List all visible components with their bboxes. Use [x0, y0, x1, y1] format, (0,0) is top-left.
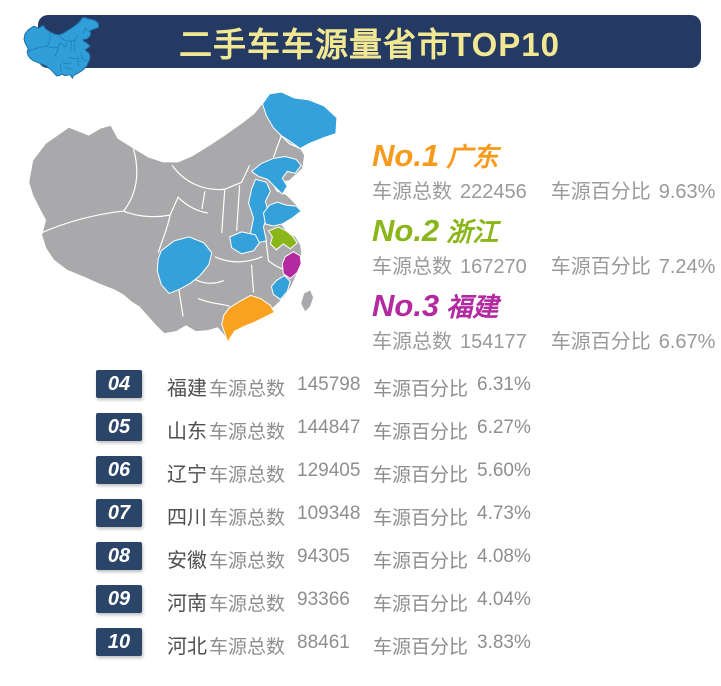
total-label: 车源总数: [209, 379, 286, 400]
province-name: 河北: [167, 636, 207, 658]
rank-badge: 09: [96, 585, 142, 613]
pct-value: 6.27%: [477, 417, 531, 438]
rank-label: No.2: [372, 213, 440, 248]
total-value: 145798: [297, 374, 361, 395]
total-label: 车源总数: [372, 256, 452, 278]
pct-label: 车源百分比: [550, 256, 651, 278]
rank-badge: 08: [96, 542, 142, 570]
province-name: 安徽: [167, 550, 207, 572]
pct-value: 4.08%: [477, 546, 531, 567]
top3-entry: No.2 浙江 车源总数 167270 车源百分比 7.24%: [372, 214, 717, 280]
total-label: 车源总数: [209, 637, 286, 658]
total-label: 车源总数: [209, 422, 286, 443]
pct-value: 6.67%: [658, 331, 716, 353]
pct-label: 车源百分比: [373, 594, 469, 615]
province-name: 浙江: [446, 217, 499, 247]
total-label: 车源总数: [209, 508, 286, 529]
ranking-row: 10 河北 车源总数 88461 车源百分比 3.83%: [96, 628, 656, 658]
ranking-row: 08 安徽 车源总数 94305 车源百分比 4.08%: [96, 542, 656, 572]
province-name: 福建: [167, 378, 207, 400]
total-label: 车源总数: [209, 465, 286, 486]
pct-value: 5.60%: [477, 460, 531, 481]
total-value: 94305: [297, 546, 350, 567]
total-label: 车源总数: [209, 551, 286, 572]
map-region-guangdong: [221, 294, 276, 344]
ranking-row: 07 四川 车源总数 109348 车源百分比 4.73%: [96, 499, 656, 529]
pct-value: 4.04%: [477, 589, 531, 610]
pct-label: 车源百分比: [550, 331, 651, 353]
province-name: 福建: [446, 292, 499, 322]
total-value: 88461: [297, 632, 350, 653]
top3-list: No.1 广东 车源总数 222456 车源百分比 9.63% No.2 浙江 车源总数 1…: [372, 139, 717, 364]
rank-badge: 05: [96, 413, 142, 441]
total-label: 车源总数: [209, 594, 286, 615]
china-map: [29, 91, 338, 344]
total-value: 109348: [297, 503, 361, 524]
rank-badge: 07: [96, 499, 142, 527]
map-region-henan: [229, 231, 261, 255]
pct-value: 3.83%: [477, 632, 531, 653]
ranking-list: 04 福建 车源总数 145798 车源百分比 6.31% 05 山东 车源总数…: [96, 370, 656, 671]
total-value: 93366: [297, 589, 350, 610]
pct-label: 车源百分比: [373, 508, 469, 529]
header-banner: 二手车车源量省市TOP10: [38, 15, 701, 68]
pct-value: 9.63%: [658, 181, 716, 203]
total-value: 144847: [297, 417, 361, 438]
page-title: 二手车车源量省市TOP10: [179, 25, 560, 63]
top3-detail: 车源总数 222456 车源百分比 9.63%: [372, 179, 717, 205]
pct-label: 车源百分比: [373, 637, 469, 658]
pct-value: 7.24%: [658, 256, 716, 278]
map-region-sichuan: [156, 236, 213, 295]
province-name: 辽宁: [167, 464, 207, 486]
pct-label: 车源百分比: [373, 551, 469, 572]
top3-entry: No.3 福建 车源总数 154177 车源百分比 6.67%: [372, 289, 717, 355]
pct-value: 4.73%: [477, 503, 531, 524]
ranking-row: 04 福建 车源总数 145798 车源百分比 6.31%: [96, 370, 656, 400]
rank-label: No.1: [372, 138, 440, 173]
province-name: 河南: [167, 593, 207, 615]
total-label: 车源总数: [372, 181, 452, 203]
ranking-row: 09 河南 车源总数 93366 车源百分比 4.04%: [96, 585, 656, 615]
top3-title: No.3 福建: [372, 289, 717, 329]
map-region-shandong: [262, 201, 302, 227]
province-name: 山东: [167, 421, 207, 443]
map-region-hebei: [248, 178, 271, 244]
pct-label: 车源百分比: [550, 181, 651, 203]
map-region-fujian: [270, 274, 291, 301]
pct-label: 车源百分比: [373, 465, 469, 486]
map-region-heilongjiang: [261, 91, 338, 150]
total-value: 129405: [297, 460, 361, 481]
pct-label: 车源百分比: [373, 422, 469, 443]
ranking-row: 06 辽宁 车源总数 129405 车源百分比 5.60%: [96, 456, 656, 486]
map-region-taiwan: [301, 290, 314, 312]
rank-badge: 10: [96, 628, 142, 656]
china-map-logo-icon: [23, 16, 100, 79]
top3-title: No.2 浙江: [372, 214, 717, 254]
top3-title: No.1 广东: [372, 139, 717, 179]
total-value: 222456: [460, 181, 527, 203]
rank-badge: 06: [96, 456, 142, 484]
pct-value: 6.31%: [477, 374, 531, 395]
map-region-liaoning: [250, 155, 302, 195]
total-label: 车源总数: [372, 331, 452, 353]
top3-entry: No.1 广东 车源总数 222456 车源百分比 9.63%: [372, 139, 717, 205]
pct-label: 车源百分比: [373, 379, 469, 400]
total-value: 154177: [460, 331, 527, 353]
ranking-row: 05 山东 车源总数 144847 车源百分比 6.27%: [96, 413, 656, 443]
map-region-zhejiang: [281, 251, 302, 280]
total-value: 167270: [460, 256, 527, 278]
province-name: 四川: [167, 507, 207, 529]
rank-badge: 04: [96, 370, 142, 398]
rank-label: No.3: [372, 288, 440, 323]
province-name: 广东: [446, 142, 499, 172]
map-region-jiangsu: [267, 226, 298, 251]
top3-detail: 车源总数 154177 车源百分比 6.67%: [372, 329, 717, 355]
top3-detail: 车源总数 167270 车源百分比 7.24%: [372, 254, 717, 280]
